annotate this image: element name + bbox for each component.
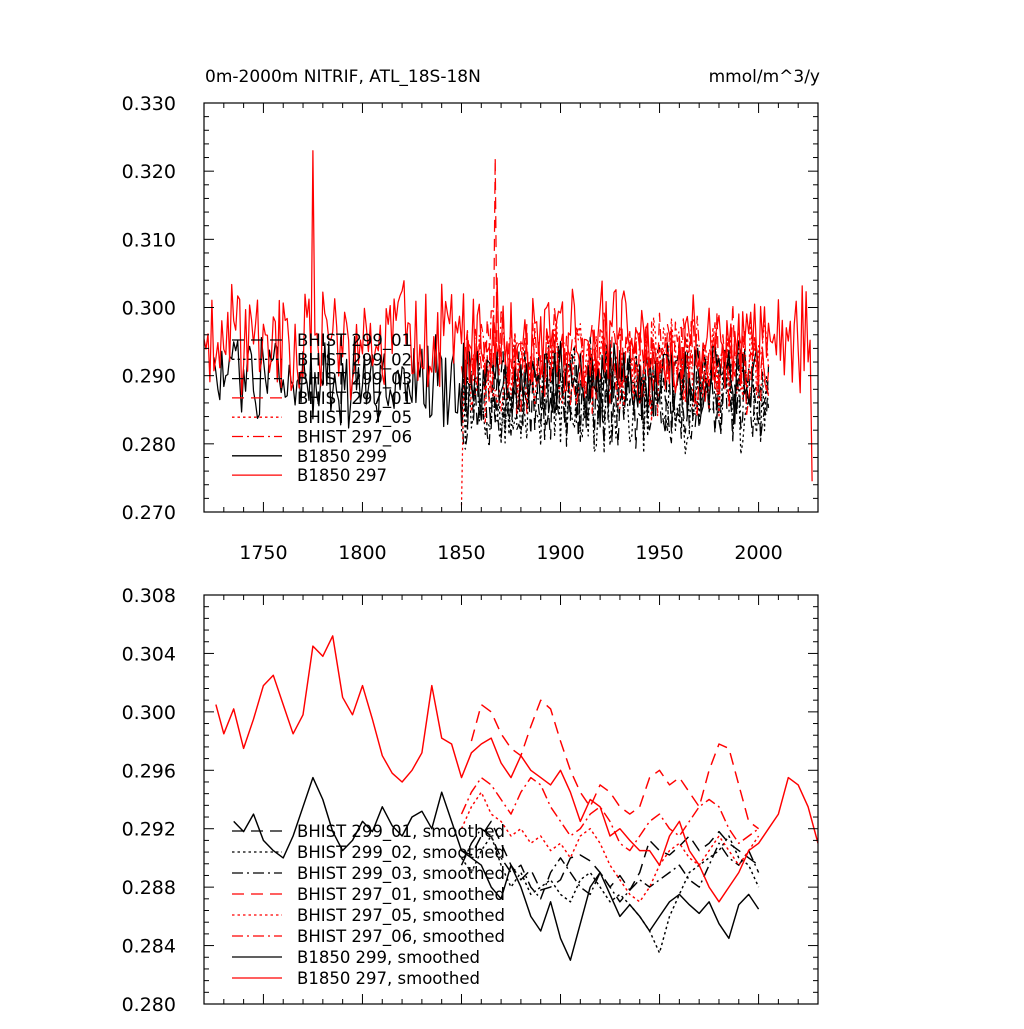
x-tick-label: 1900 [536,542,584,564]
series-line-b1850-299 [213,334,760,429]
y-tick-label: 0.288 [122,877,176,899]
x-tick-label: 2000 [734,542,782,564]
y-tick-label: 0.300 [122,298,176,320]
y-tick-label: 0.290 [122,366,176,388]
bottom-axis-ticks: 0.280 0.284 0.288 0.292 0.296 0.300 0.304 0.308 [122,585,819,1016]
legend-entry-label: BHIST 297_06, smoothed [297,927,505,947]
y-tick-label: 0.270 [122,502,176,524]
legend-entry-label: BHIST 299_01, smoothed [297,822,505,842]
y-tick-label: 0.308 [122,585,176,607]
y-tick-label: 0.284 [122,936,176,958]
legend-entry-label: BHIST 297_01, smoothed [297,885,505,905]
series-line-b1850-297-smoothed [215,635,818,903]
legend-entry-label: B1850 299 [297,447,387,466]
legend-entry-label: BHIST 299_03 [297,370,412,390]
top-chart-title: 0m-2000m NITRIF, ATL_18S-18N [205,67,481,87]
series-line-bhist-299-03-smoothed [460,827,760,903]
legend-entry-label: BHIST 299_02 [297,350,412,370]
legend-entry-label: B1850 299, smoothed [297,948,480,967]
y-tick-label: 0.280 [122,434,176,456]
y-tick-label: 0.296 [122,760,176,782]
x-tick-label: 1850 [437,542,485,564]
series-line-bhist-297-01-smoothed [470,699,760,830]
bottom-plot-series [215,635,818,961]
legend-entry-label: BHIST 299_02, smoothed [297,843,505,863]
y-tick-label: 0.300 [122,702,176,724]
top-plot-series [204,150,813,506]
top-axis-ticks: 1750 1800 1850 1900 1950 2000 0.270 0.280 0.290 0… [122,93,819,564]
bottom-plot-frame [203,594,819,1005]
x-tick-label: 1800 [338,542,386,564]
y-tick-label: 0.292 [122,819,176,841]
series-line-bhist-297-06-smoothed [460,776,760,852]
series-line-bhist-297-06 [460,306,770,415]
legend-entry-label: BHIST 297_01 [297,389,412,409]
series-line-bhist-297-05-smoothed [460,791,760,903]
y-tick-label: 0.330 [122,93,176,115]
y-tick-label: 0.304 [122,643,176,665]
y-tick-label: 0.320 [122,161,176,183]
legend-entry-label: BHIST 299_01 [297,331,412,351]
y-tick-label: 0.280 [122,994,176,1016]
series-line-b1850-299-smoothed [233,776,760,961]
x-tick-label: 1950 [635,542,683,564]
legend-entry-label: BHIST 297_05, smoothed [297,906,505,926]
top-chart-units: mmol/m^3/y [709,67,820,87]
legend-entry-label: B1850 297, smoothed [297,969,480,988]
series-line-b1850-297 [204,150,813,482]
legend-entry-label: B1850 297 [297,466,387,485]
y-tick-label: 0.310 [122,229,176,251]
legend-entry-label: BHIST 297_06 [297,428,412,448]
x-tick-label: 1750 [239,542,287,564]
legend-entry-label: BHIST 299_03, smoothed [297,864,505,884]
series-line-bhist-299-02-smoothed [460,835,760,954]
legend-entry-label: BHIST 297_05 [297,408,412,428]
